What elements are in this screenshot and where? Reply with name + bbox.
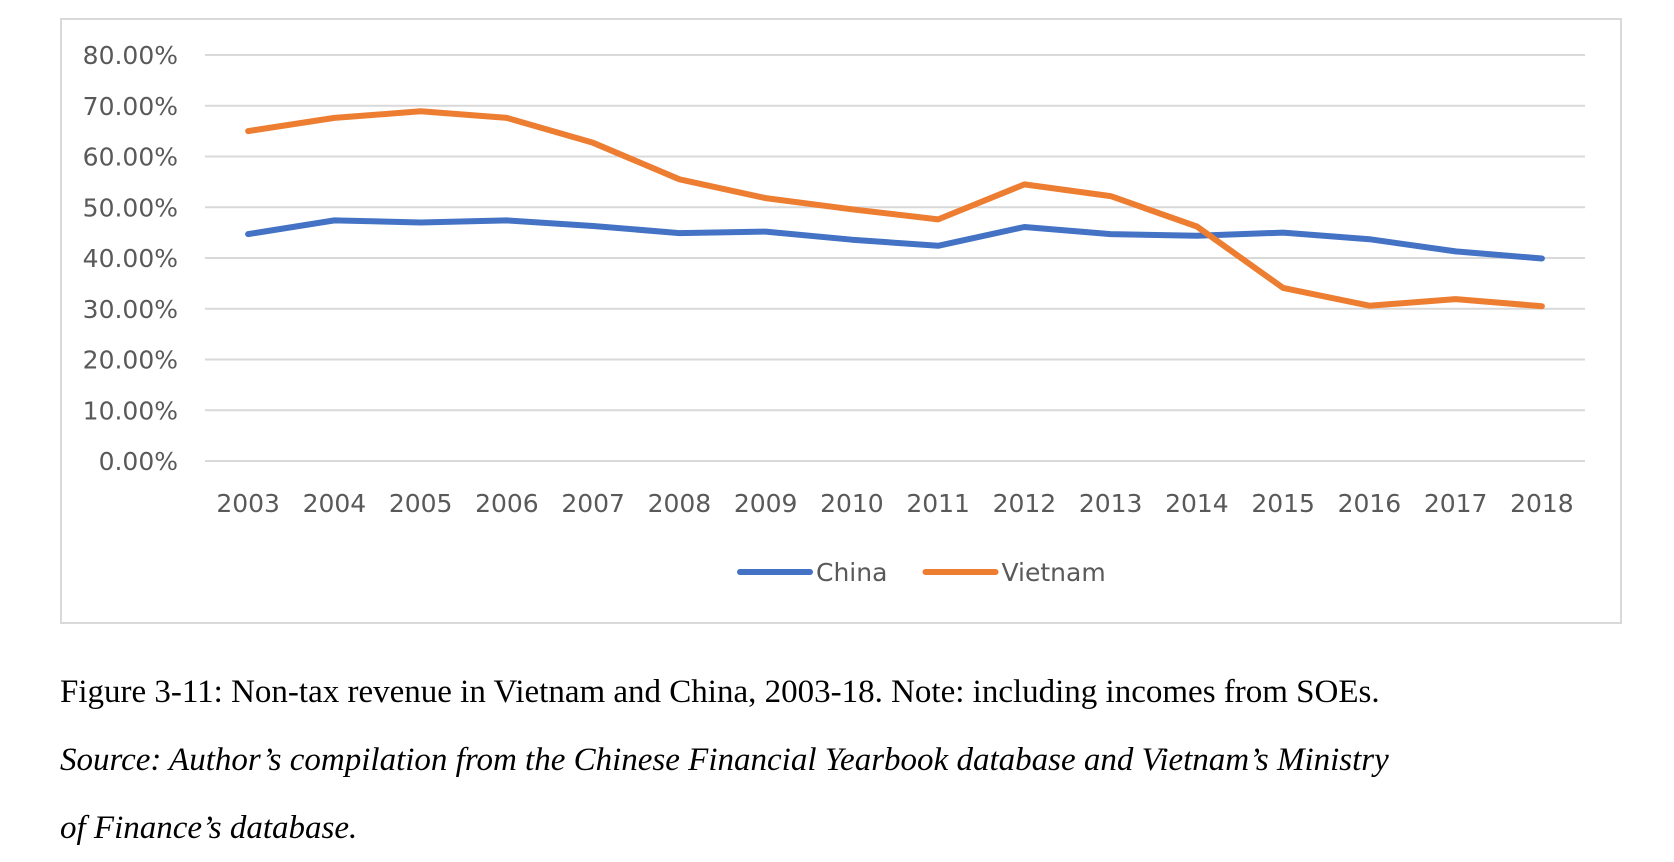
y-tick-label: 50.00% [83,193,178,222]
x-tick-label: 2007 [561,489,625,518]
figure-source-line-2: of Finance’s database. [60,810,358,846]
series-line-vietnam [245,108,1545,310]
gridlines [205,54,1585,462]
y-tick-label: 40.00% [83,244,178,273]
x-tick-label: 2016 [1338,489,1402,518]
legend-entry-vietnam: Vietnam [922,558,1106,587]
x-tick-label: 2017 [1424,489,1488,518]
figure-source-line-1: Source: Author’s compilation from the Ch… [60,742,1389,778]
y-tick-label: 0.00% [99,447,178,476]
x-tick-label: 2012 [993,489,1057,518]
y-tick-label: 60.00% [83,143,178,172]
y-tick-label: 20.00% [83,346,178,375]
y-tick-label: 10.00% [83,396,178,425]
x-tick-label: 2006 [475,489,539,518]
series-lines [245,108,1545,310]
figure-caption: Figure 3-11: Non-tax revenue in Vietnam … [60,674,1380,710]
x-tick-label: 2011 [906,489,970,518]
x-tick-label: 2005 [389,489,453,518]
x-tick-label: 2014 [1165,489,1229,518]
legend-label: China [816,558,887,587]
x-tick-label: 2008 [648,489,712,518]
x-tick-label: 2009 [734,489,798,518]
x-tick-label: 2010 [820,489,884,518]
x-tick-label: 2003 [216,489,280,518]
y-tick-label: 70.00% [83,92,178,121]
x-tick-label: 2004 [303,489,367,518]
y-tick-label: 80.00% [83,41,178,70]
x-tick-label: 2013 [1079,489,1143,518]
legend: China Vietnam [737,558,1106,587]
legend-label: Vietnam [1002,558,1106,587]
x-tick-label: 2018 [1510,489,1574,518]
x-axis-tick-labels: 2003 2004 2005 2006 2007 2008 2009 2010 2011 2012… [216,489,1573,518]
y-axis-tick-labels: 0.00% 10.00% 20.00% 30.00% 40.00% 50.00% 60.00… [83,41,178,476]
y-tick-label: 30.00% [83,295,178,324]
series-line-china [245,217,1545,262]
legend-entry-china: China [737,558,887,587]
x-tick-label: 2015 [1251,489,1315,518]
